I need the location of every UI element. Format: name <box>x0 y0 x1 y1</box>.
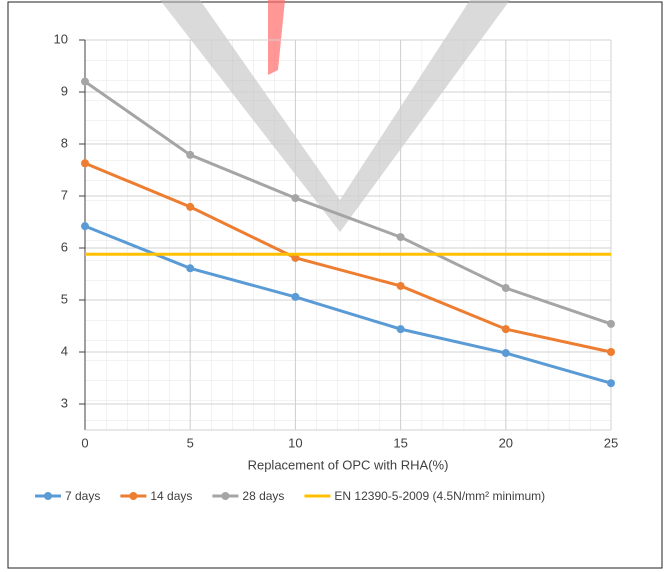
x-tick-label: 0 <box>81 435 88 450</box>
legend-label: 7 days <box>65 489 100 503</box>
data-point <box>81 159 89 167</box>
y-tick-label: 10 <box>54 31 68 46</box>
x-tick-label: 10 <box>288 435 302 450</box>
data-point <box>607 379 615 387</box>
x-tick-label: 5 <box>187 435 194 450</box>
data-point <box>81 78 89 86</box>
data-point <box>397 282 405 290</box>
legend-label: EN 12390-5-2009 (4.5N/mm² minimum) <box>334 489 545 503</box>
x-tick-label: 15 <box>393 435 407 450</box>
y-tick-label: 8 <box>61 135 68 150</box>
legend: 7 days 14 days 28 days EN 12390-5-2009 (4.5… <box>35 489 545 503</box>
legend-label: 14 days <box>150 489 192 503</box>
data-point <box>607 348 615 356</box>
x-tick-label: 25 <box>604 435 618 450</box>
data-point <box>607 320 615 328</box>
data-point <box>502 349 510 357</box>
legend-marker <box>129 492 137 500</box>
y-tick-label: 5 <box>61 291 68 306</box>
data-point <box>291 194 299 202</box>
legend-marker <box>44 492 52 500</box>
data-point <box>502 325 510 333</box>
data-point <box>186 203 194 211</box>
y-tick-label: 3 <box>61 395 68 410</box>
y-tick-label: 4 <box>61 343 68 358</box>
x-axis-label: Replacement of OPC with RHA(%) <box>248 457 449 472</box>
x-tick-label: 20 <box>499 435 513 450</box>
y-tick-label: 7 <box>61 187 68 202</box>
data-point <box>186 264 194 272</box>
legend-marker <box>221 492 229 500</box>
data-point <box>397 233 405 241</box>
data-point <box>186 151 194 159</box>
legend-label: 28 days <box>242 489 284 503</box>
data-point <box>397 325 405 333</box>
data-point <box>291 293 299 301</box>
data-point <box>81 222 89 230</box>
minor-grid <box>85 40 611 430</box>
data-point <box>502 284 510 292</box>
y-tick-label: 6 <box>61 239 68 254</box>
y-tick-label: 9 <box>61 83 68 98</box>
chart: Replacement of OPC with RHA(%) 7 days 14 … <box>0 0 665 572</box>
